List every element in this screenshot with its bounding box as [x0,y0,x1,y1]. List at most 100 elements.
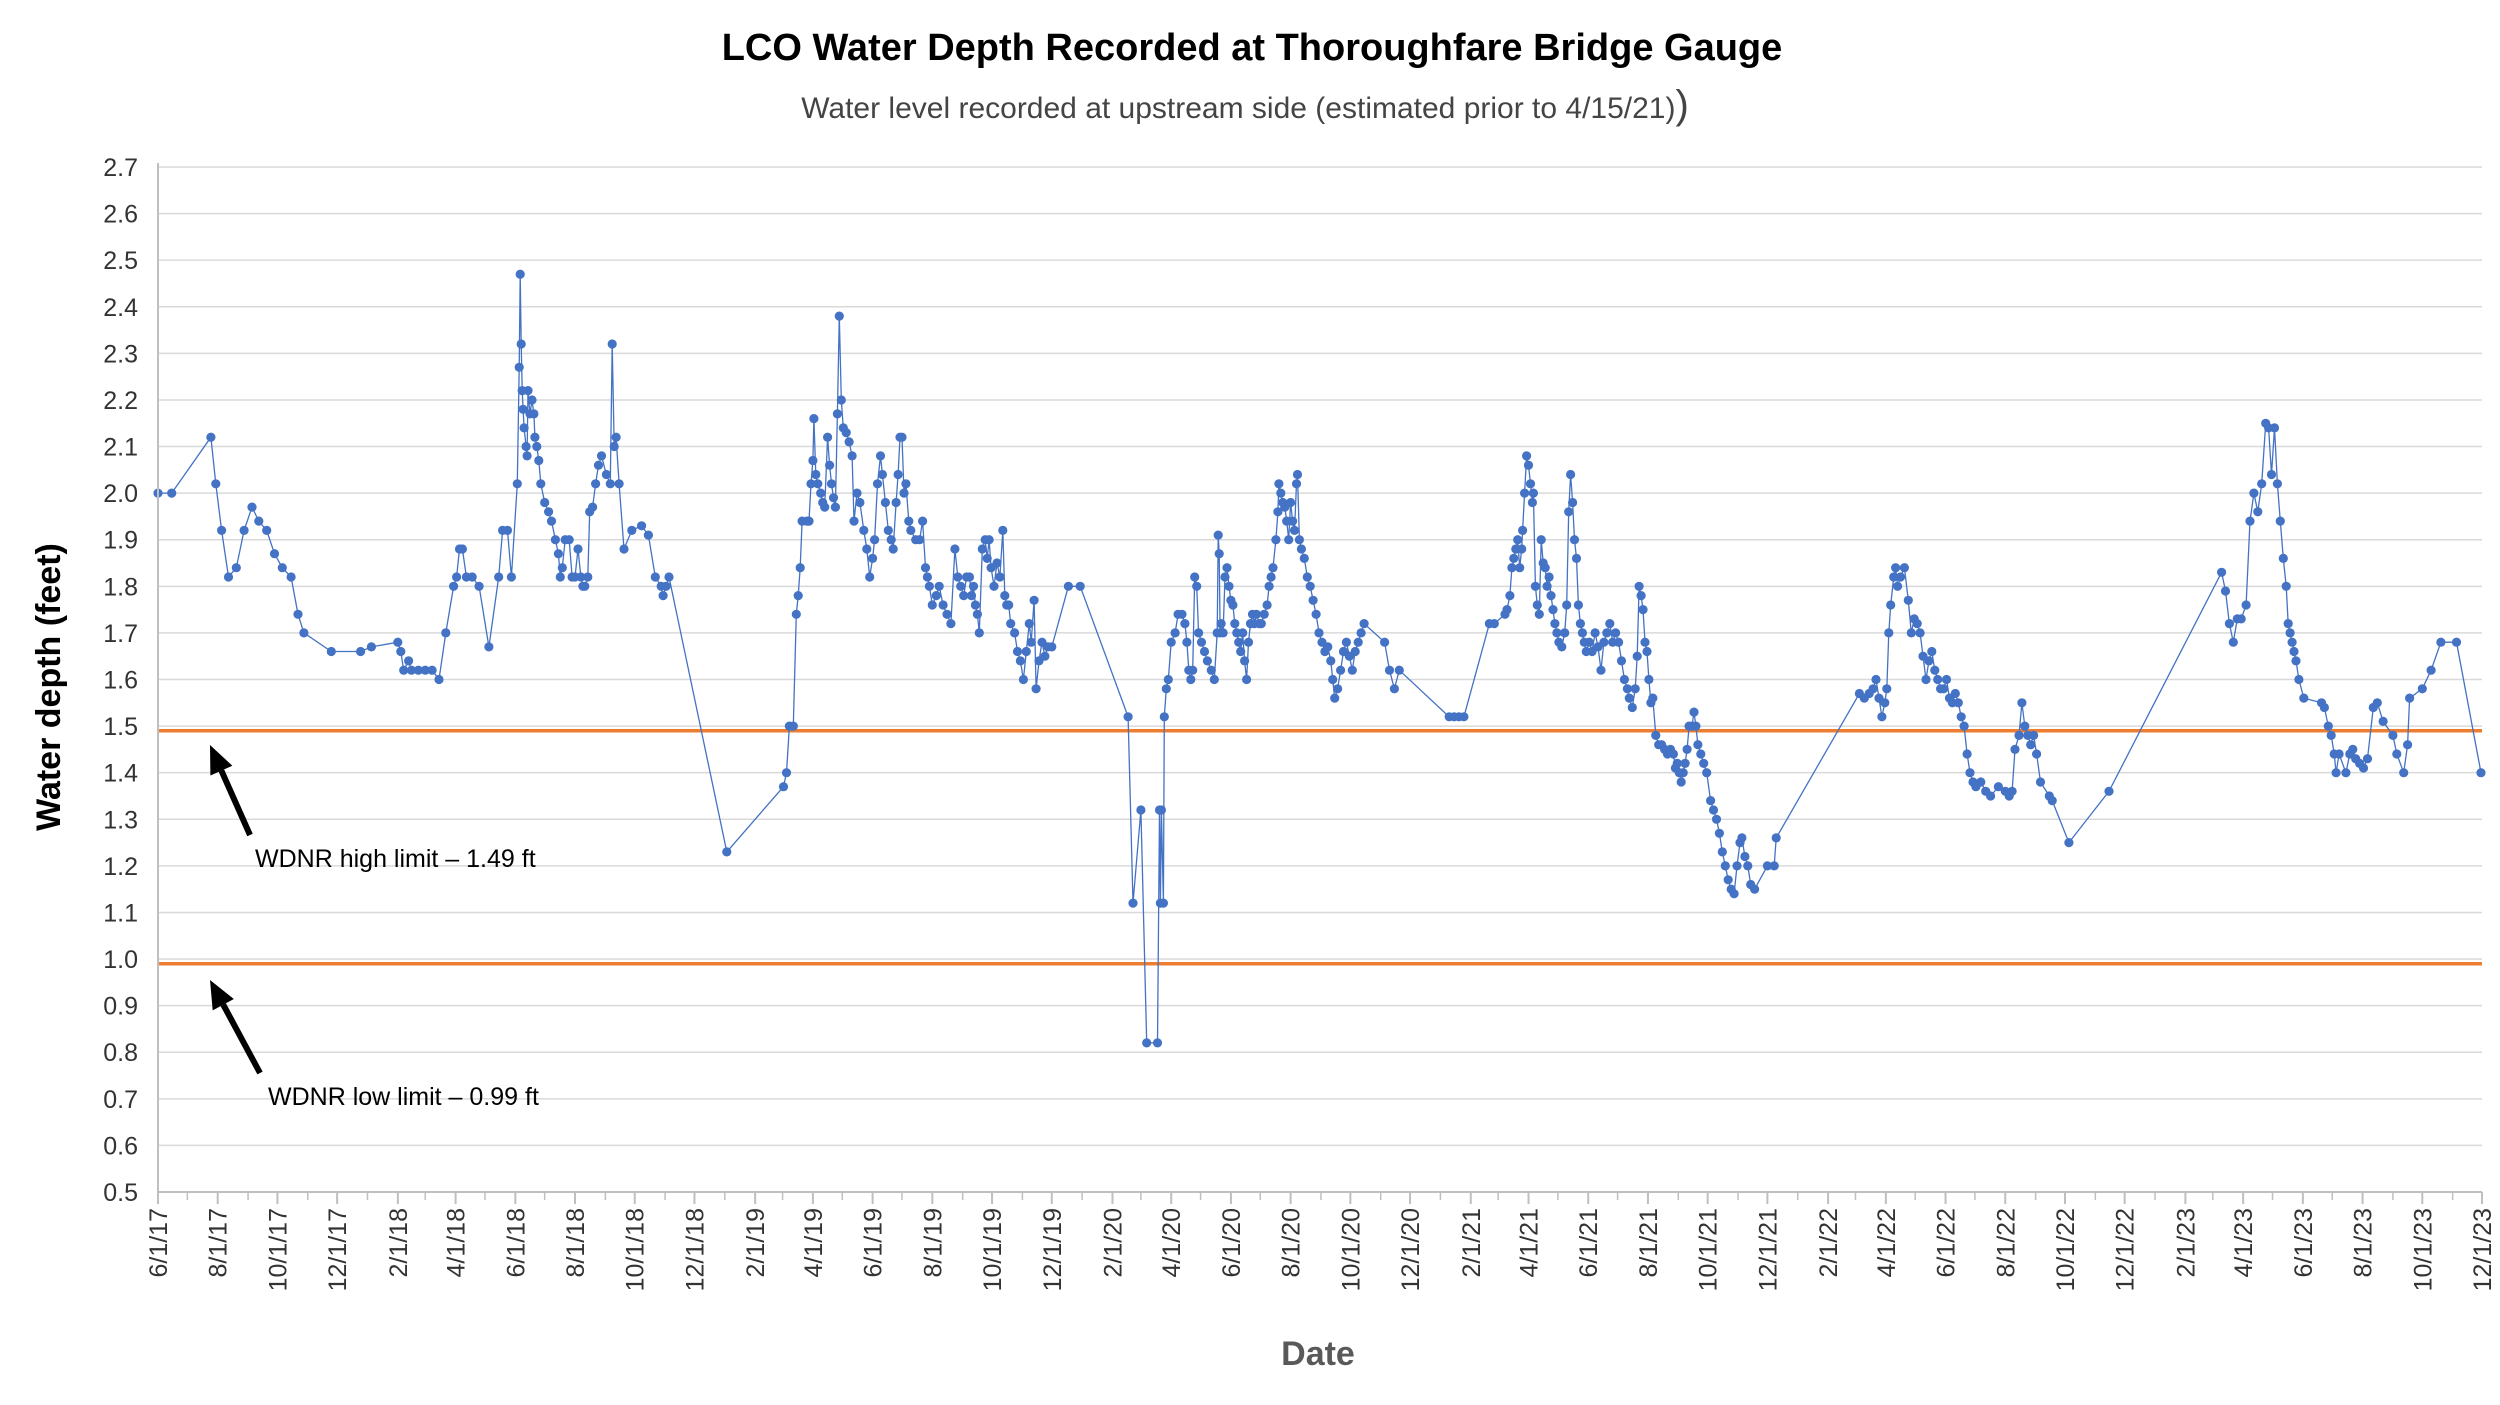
data-point [1611,628,1621,638]
data-point [1906,628,1916,638]
data-point [564,535,574,545]
x-tick-label: 2/1/18 [385,1208,413,1278]
data-point [1356,628,1366,638]
data-point [2035,777,2046,787]
annotation-arrow-head [210,745,233,776]
data-point [2299,693,2309,703]
data-point [2436,637,2446,647]
data-point [1527,497,1537,508]
data-point [514,362,524,372]
data-point [1699,758,1709,769]
data-point [484,642,494,652]
data-point [449,581,459,591]
data-point [1271,535,1281,545]
data-point [2249,488,2259,498]
data-point [1927,646,1937,657]
data-point [901,479,911,489]
data-point [658,591,668,601]
y-axis-title: Water depth (feet) [30,543,68,831]
data-point [366,642,376,652]
data-point [1302,572,1312,582]
data-point [1228,600,1238,610]
data-point [793,591,803,601]
data-point [1152,1038,1163,1048]
data-point [2348,744,2358,755]
data-point [950,544,960,554]
data-point [1596,665,1606,675]
data-point [2294,674,2304,685]
x-tick-label: 12/1/23 [2469,1208,2497,1291]
data-point [2362,754,2373,764]
data-point [823,432,833,442]
data-point [2220,586,2231,596]
x-tick-label: 4/1/22 [1873,1208,1901,1278]
data-point [1224,581,1234,591]
data-point [1903,595,1913,605]
data-point [1142,1038,1152,1048]
data-point [808,455,818,466]
data-point [1026,637,1036,647]
data-point [2341,768,2351,778]
data-point [1769,861,1779,871]
data-point [927,600,937,610]
data-point [870,535,880,545]
data-point [904,516,914,526]
data-point [2281,581,2291,591]
data-point [977,544,987,554]
data-point [922,572,933,582]
data-point [2388,730,2398,741]
x-tick-label: 10/1/17 [264,1208,292,1291]
data-point [1234,637,1244,647]
data-point [1276,488,1286,498]
data-point [1708,805,1719,815]
data-point [1568,497,1578,508]
chart-subtitle-paren: ) [1675,83,1688,127]
data-point [1159,712,1169,722]
data-point [811,469,821,480]
data-point [1251,609,1261,619]
data-point [532,441,542,452]
data-point [1632,651,1642,661]
data-point [877,469,888,480]
y-tick-label: 2.6 [103,201,138,229]
data-point [591,479,601,489]
data-point [2399,768,2409,778]
y-tick-label: 1.9 [103,527,138,555]
data-point [356,646,366,657]
data-point [1323,642,1333,652]
data-point [2032,749,2042,759]
data-point [1557,642,1567,652]
data-point [2319,702,2329,713]
data-point [1871,674,1881,685]
data-point [1268,563,1278,573]
data-point [2285,628,2295,638]
data-point [1668,749,1678,759]
data-point [2245,516,2255,526]
data-point [1771,833,1781,843]
data-point [211,479,221,489]
data-point [1010,628,1020,638]
data-point [1693,740,1703,750]
data-point [1294,535,1304,545]
data-point [1292,469,1303,480]
x-tick-label: 4/1/23 [2230,1208,2258,1278]
data-point [1262,600,1272,610]
x-tick-label: 6/1/22 [1933,1208,1961,1278]
data-point [457,544,467,554]
data-point [553,549,564,559]
data-point [828,493,839,503]
data-point [1689,707,1699,717]
data-point [1213,530,1223,540]
data-point [1678,768,1688,778]
data-point [1256,619,1266,629]
gridlines [158,166,2482,1147]
data-point [946,619,956,629]
data-point [293,609,303,619]
data-point [847,451,857,461]
data-point [836,395,846,405]
data-point [1642,646,1652,657]
data-point [875,451,886,461]
data-point [1624,693,1634,703]
annotation-arrow-shaft [220,1003,263,1075]
data-point [1651,730,1661,741]
